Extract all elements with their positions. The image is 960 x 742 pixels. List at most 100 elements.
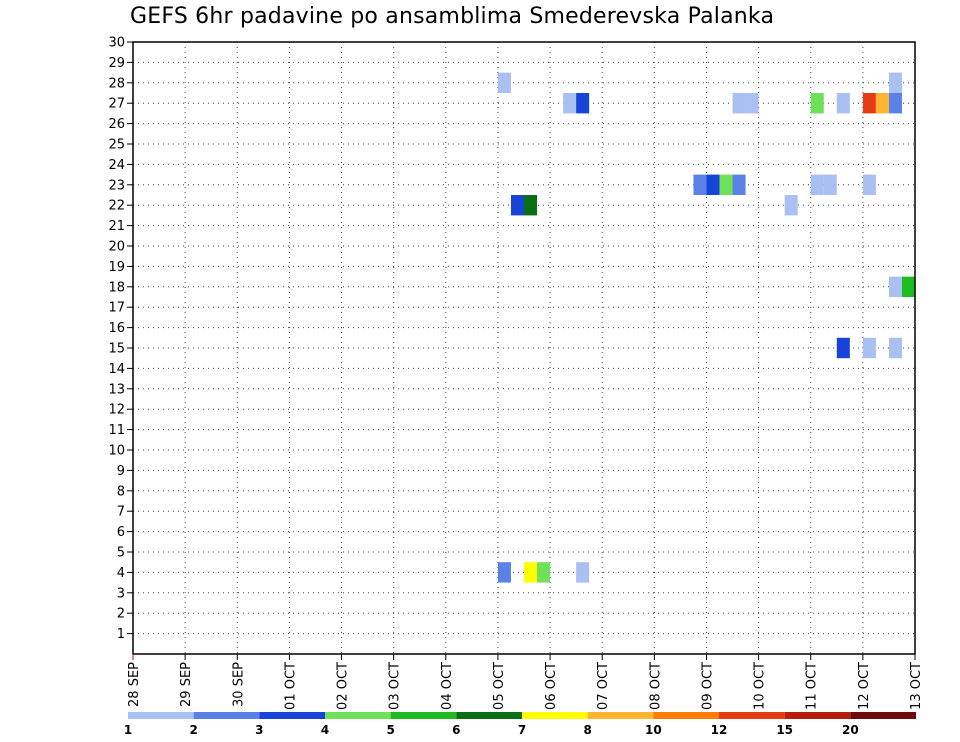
x-tick-label: 07 OCT <box>596 662 611 710</box>
legend-label: 5 <box>386 723 394 737</box>
legend-swatch <box>653 712 719 719</box>
x-tick-label: 28 SEP <box>127 662 142 707</box>
y-tick-label: 9 <box>117 464 125 479</box>
y-tick-label: 15 <box>108 342 125 357</box>
y-tick-label: 29 <box>108 56 125 71</box>
legend-label: 15 <box>776 723 793 737</box>
heatmap-cell <box>497 72 511 93</box>
heatmap-cell <box>888 93 902 114</box>
heatmap-cell <box>563 93 577 114</box>
heatmap-cell <box>862 337 876 359</box>
legend-label: 3 <box>255 723 263 737</box>
legend-swatch <box>456 712 522 719</box>
x-tick-label: 04 OCT <box>440 662 455 710</box>
y-tick-label: 27 <box>108 97 125 112</box>
legend-swatch <box>522 712 588 719</box>
x-tick-label: 29 SEP <box>179 662 194 707</box>
heatmap-cell <box>576 93 590 114</box>
heatmap-cell <box>497 562 511 583</box>
y-tick-label: 3 <box>117 586 125 601</box>
y-tick-label: 21 <box>108 219 125 234</box>
y-tick-label: 10 <box>108 444 125 459</box>
heatmap-cell <box>524 195 538 216</box>
heatmap-cell <box>745 93 759 114</box>
legend-label: 12 <box>711 723 728 737</box>
y-tick-label: 26 <box>108 117 125 132</box>
y-tick-label: 17 <box>108 301 125 316</box>
legend-label: 2 <box>189 723 197 737</box>
y-tick-label: 12 <box>108 403 125 418</box>
legend-swatch <box>719 712 785 719</box>
y-tick-label: 6 <box>117 525 125 540</box>
heatmap-cell <box>706 174 720 195</box>
heatmap-cell <box>862 93 876 114</box>
heatmap-cell <box>784 195 798 216</box>
legend-label: 6 <box>452 723 460 737</box>
x-tick-label: 13 OCT <box>909 662 924 710</box>
y-tick-label: 7 <box>117 505 125 520</box>
x-tick-label: 08 OCT <box>648 662 663 710</box>
heatmap-cell <box>810 174 824 195</box>
legend-label: 10 <box>645 723 662 737</box>
legend-swatch <box>587 712 654 719</box>
x-tick-label: 06 OCT <box>544 662 559 710</box>
x-tick-label: 10 OCT <box>753 662 768 710</box>
y-tick-label: 20 <box>108 240 125 255</box>
heatmap-cell <box>901 276 915 297</box>
legend-swatch <box>193 712 260 719</box>
heatmap-cell <box>524 562 538 583</box>
heatmap-cell <box>510 195 524 216</box>
legend-swatch <box>259 712 325 719</box>
x-tick-label: 05 OCT <box>492 662 507 710</box>
x-tick-label: 03 OCT <box>388 662 403 710</box>
legend-label: 7 <box>518 723 526 737</box>
heatmap-cell <box>888 337 902 359</box>
heatmap-cell <box>888 276 902 297</box>
y-tick-label: 11 <box>108 423 125 438</box>
y-tick-label: 18 <box>108 280 125 295</box>
x-tick-label: 01 OCT <box>283 662 298 710</box>
legend-swatch <box>128 712 194 719</box>
heatmap-cell <box>823 174 837 195</box>
y-tick-label: 16 <box>108 321 125 336</box>
y-tick-label: 5 <box>117 546 125 561</box>
legend-label: 20 <box>842 723 859 737</box>
heatmap-cell <box>719 174 733 195</box>
heatmap-cell <box>875 93 889 114</box>
x-tick-label: 30 SEP <box>231 662 246 707</box>
heatmap-cell <box>576 562 590 583</box>
heatmap-cell <box>888 72 902 93</box>
y-tick-label: 22 <box>108 199 125 214</box>
heatmap-cell <box>810 93 824 114</box>
y-tick-label: 23 <box>108 178 125 193</box>
y-tick-label: 2 <box>117 607 125 622</box>
y-tick-label: 19 <box>108 260 125 275</box>
y-tick-label: 28 <box>108 76 125 91</box>
legend-swatch <box>784 712 851 719</box>
legend-swatch <box>850 712 916 719</box>
y-tick-label: 4 <box>117 566 125 581</box>
legend-swatch <box>390 712 457 719</box>
legend-swatch <box>325 712 391 719</box>
y-tick-label: 24 <box>108 158 125 173</box>
heatmap-cell <box>537 562 551 583</box>
chart-title: GEFS 6hr padavine po ansamblima Smederev… <box>130 4 775 29</box>
y-tick-label: 25 <box>108 138 125 153</box>
legend-label: 4 <box>321 723 329 737</box>
heatmap-cell <box>862 174 876 195</box>
x-tick-label: 12 OCT <box>857 662 872 710</box>
y-tick-label: 14 <box>108 362 125 377</box>
heatmap-cell <box>732 93 746 114</box>
legend-label: 1 <box>124 723 132 737</box>
x-tick-label: 02 OCT <box>336 662 351 710</box>
x-tick-label: 11 OCT <box>805 662 820 710</box>
x-tick-label: 09 OCT <box>700 662 715 710</box>
y-tick-label: 1 <box>117 627 125 642</box>
y-tick-label: 8 <box>117 484 125 499</box>
y-tick-label: 13 <box>108 382 125 397</box>
y-tick-label: 30 <box>108 36 125 51</box>
heatmap-cell <box>836 93 850 114</box>
heatmap-cell <box>732 174 746 195</box>
heatmap-cell <box>693 174 707 195</box>
